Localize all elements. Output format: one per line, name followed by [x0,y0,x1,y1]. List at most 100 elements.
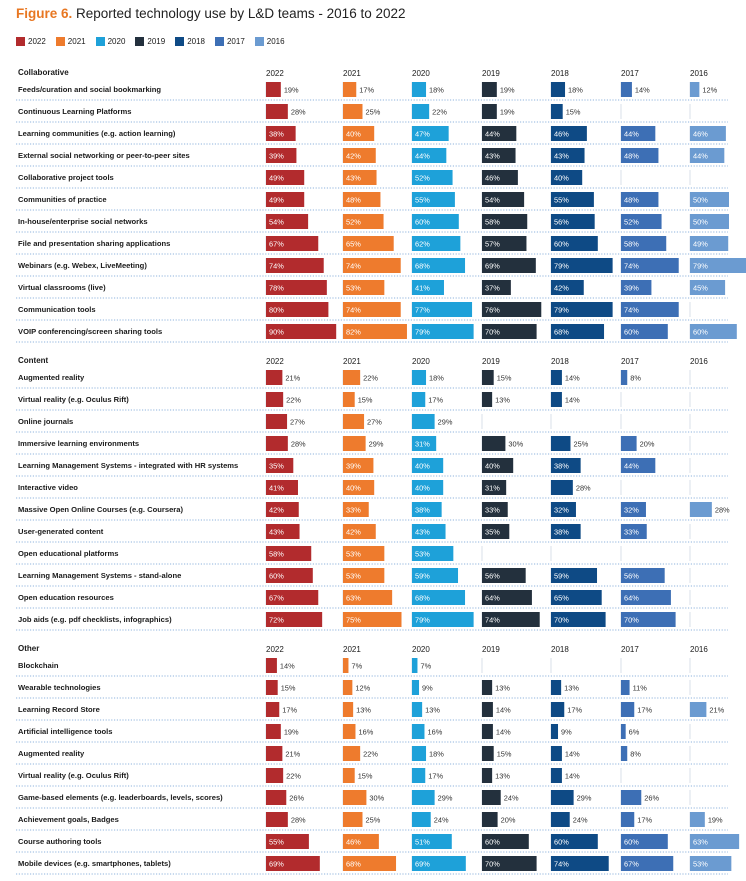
legend-label-2021: 2021 [67,37,86,46]
bar-2021 [343,568,385,583]
year-header-2022: 2022 [266,69,284,78]
bar-value-label: 62% [415,240,430,249]
bar-value-label: 24% [504,794,519,803]
bar-2017 [621,458,656,473]
bar-2022 [266,192,305,207]
bar-value-label: 50% [693,218,708,227]
bar-value-label: 51% [415,838,430,847]
bar-2019 [482,856,537,871]
row-label: Feeds/curation and social bookmarking [18,85,161,94]
bar-value-label: 20% [501,816,516,825]
bar-2022 [266,280,327,295]
bar-value-label: 75% [346,616,361,625]
bar-2021 [343,148,376,163]
bar-2019 [482,746,494,761]
row-label: Virtual reality (e.g. Oculus Rift) [18,771,129,780]
row-label: User-generated content [18,527,104,536]
bar-value-label: 28% [715,506,730,515]
bar-2021 [343,480,375,495]
bar-2022 [266,414,288,429]
bar-value-label: 38% [269,130,284,139]
bar-value-label: 40% [415,462,430,471]
bar-2018 [551,612,606,627]
bar-2022 [266,436,288,451]
bar-value-label: 40% [346,484,361,493]
bar-2022 [266,170,305,185]
bar-2020 [412,746,427,761]
row-label: Immersive learning environments [18,439,139,448]
bar-value-label: 49% [269,196,284,205]
bar-value-label: 17% [282,706,297,715]
bar-2021 [343,236,394,251]
bar-2022 [266,82,281,97]
bar-2021 [343,680,353,695]
bar-2020 [412,302,473,317]
bar-2018 [551,170,583,185]
bar-value-label: 43% [415,528,430,537]
row-label: Game-based elements (e.g. leaderboards, … [18,793,223,802]
bar-2020 [412,148,447,163]
bar-2018 [551,834,598,849]
bar-value-label: 8% [630,750,641,759]
row-label: Webinars (e.g. Webex, LiveMeeting) [18,261,147,270]
year-header-2021: 2021 [343,645,361,654]
bar-2016 [690,236,729,251]
legend-label-2018: 2018 [187,37,205,46]
bar-value-label: 27% [290,418,305,427]
bar-2021 [343,302,401,317]
bar-2021 [343,126,375,141]
bar-value-label: 13% [495,684,510,693]
bar-value-label: 19% [284,86,299,95]
bar-2017 [621,148,659,163]
bar-value-label: 19% [284,728,299,737]
bar-2021 [343,104,363,119]
bar-2022 [266,702,280,717]
bar-2016 [690,812,705,827]
bar-value-label: 78% [269,284,284,293]
bar-2020 [412,370,427,385]
bar-2020 [412,658,418,673]
bar-value-label: 22% [432,108,447,117]
bar-value-label: 58% [485,218,500,227]
bar-2016 [690,834,740,849]
bar-2016 [690,856,732,871]
bar-value-label: 60% [624,838,639,847]
row-label: Wearable technologies [18,683,101,692]
bar-2021 [343,414,365,429]
row-label: Blockchain [18,661,59,670]
bar-value-label: 14% [565,396,580,405]
bar-value-label: 55% [554,196,569,205]
bar-2022 [266,502,299,517]
bar-value-label: 48% [346,196,361,205]
bar-value-label: 12% [355,684,370,693]
bar-2017 [621,590,671,605]
bar-value-label: 15% [358,396,373,405]
bar-value-label: 70% [624,616,639,625]
bar-value-label: 59% [554,572,569,581]
bar-value-label: 67% [269,240,284,249]
bar-2020 [412,856,466,871]
bar-2019 [482,436,506,451]
year-header-2016: 2016 [690,69,708,78]
bar-2021 [343,524,376,539]
bar-2019 [482,280,511,295]
bar-2020 [412,680,420,695]
bar-value-label: 48% [624,196,639,205]
year-header-2021: 2021 [343,357,361,366]
bar-value-label: 26% [289,794,304,803]
bar-2021 [343,458,374,473]
bar-2017 [621,214,662,229]
bar-value-label: 27% [367,418,382,427]
bar-value-label: 44% [624,130,639,139]
figure-title: Reported technology use by L&D teams - 2… [76,6,406,21]
bar-value-label: 43% [485,152,500,161]
legend-item-2016: 2016 [254,37,285,46]
bar-value-label: 69% [415,860,430,869]
bar-value-label: 69% [485,262,500,271]
bar-value-label: 38% [415,506,430,515]
bar-2019 [482,302,542,317]
bar-2018 [551,324,605,339]
bar-2018 [551,724,559,739]
bar-2017 [621,370,628,385]
bar-value-label: 54% [269,218,284,227]
